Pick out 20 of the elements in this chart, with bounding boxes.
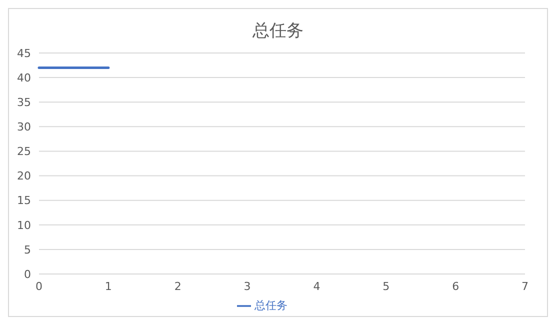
y-tick-label: 25 [17, 145, 31, 158]
chart-title: 总任务 [252, 20, 304, 43]
x-tick-label: 2 [174, 280, 182, 293]
y-tick-label: 0 [24, 268, 31, 281]
y-tick-label: 45 [17, 46, 31, 60]
x-tick-label: 3 [244, 280, 251, 293]
y-tick-label: 10 [17, 218, 31, 232]
x-tick-label: 6 [452, 280, 460, 293]
y-tick-label: 30 [17, 120, 31, 134]
y-tick-label: 20 [17, 170, 31, 183]
y-tick-label: 5 [24, 243, 31, 256]
x-tick-label: 1 [104, 280, 112, 293]
x-tick-label: 5 [382, 280, 390, 293]
y-tick-label: 40 [17, 71, 31, 84]
y-tick-label: 15 [17, 194, 31, 208]
x-tick-label: 0 [36, 280, 42, 293]
x-tick-label: 4 [313, 280, 320, 293]
x-tick-label: 7 [522, 280, 528, 293]
y-tick-label: 35 [17, 96, 31, 110]
legend-label: 总任务 [254, 299, 288, 312]
